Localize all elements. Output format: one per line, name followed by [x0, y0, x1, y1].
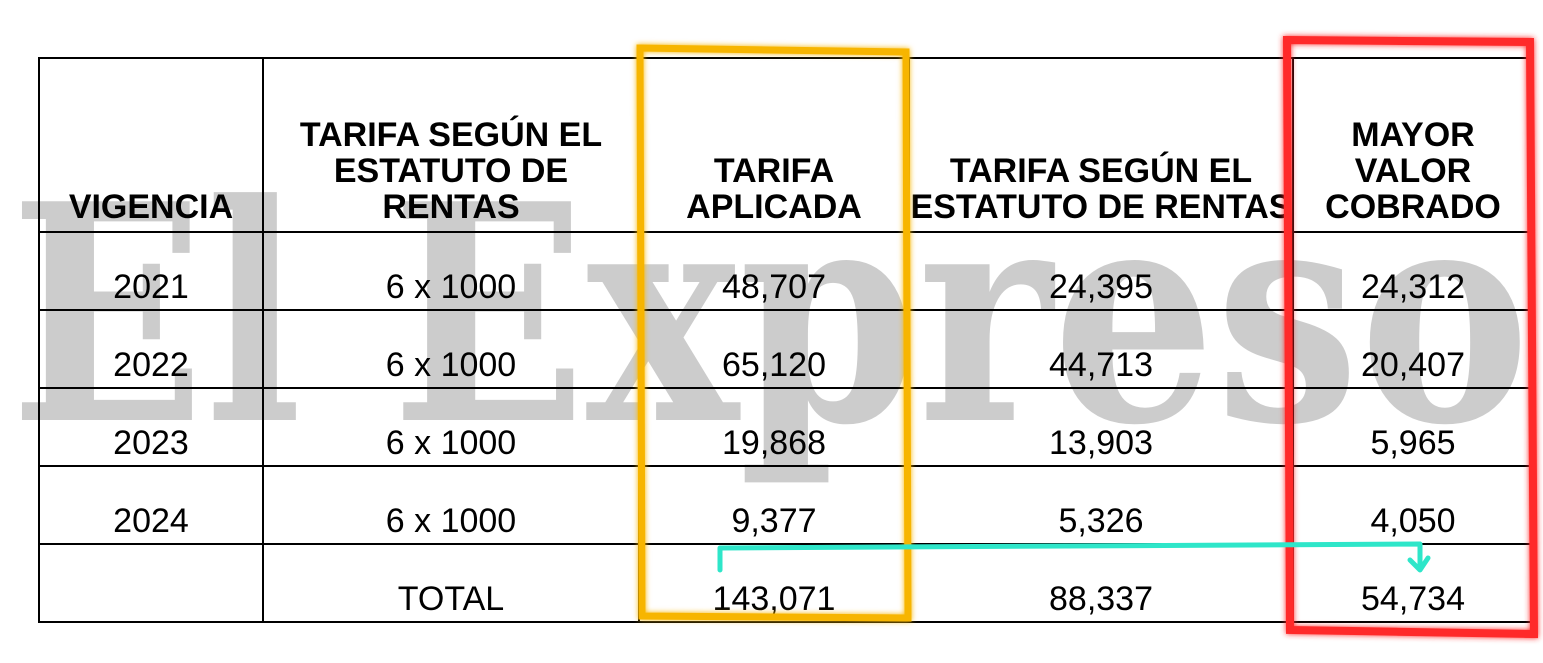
cell-overcharge: 24,312	[1292, 231, 1534, 311]
cell-overcharge: 4,050	[1292, 465, 1534, 545]
cell-applied: 9,377	[638, 465, 910, 545]
header-tarifa-estatuto-2: TARIFA SEGÚN EL ESTATUTO DE RENTAS	[908, 57, 1294, 233]
cell-year: 2023	[38, 387, 264, 467]
cell-rate: 6 x 1000	[262, 309, 640, 389]
cell-statute: 13,903	[908, 387, 1294, 467]
total-row: TOTAL 143,071 88,337 54,734	[38, 543, 1534, 623]
cell-overcharge: 5,965	[1292, 387, 1534, 467]
cell-total-overcharge: 54,734	[1292, 543, 1534, 623]
table-row: 2023 6 x 1000 19,868 13,903 5,965	[38, 387, 1534, 467]
cell-rate: 6 x 1000	[262, 465, 640, 545]
header-tarifa-estatuto: TARIFA SEGÚN EL ESTATUTO DE RENTAS	[262, 57, 640, 233]
cell-year: 2021	[38, 231, 264, 311]
header-mayor-valor: MAYOR VALOR COBRADO	[1292, 57, 1534, 233]
table-row: 2024 6 x 1000 9,377 5,326 4,050	[38, 465, 1534, 545]
cell-year: 2024	[38, 465, 264, 545]
cell-total-applied: 143,071	[638, 543, 910, 623]
table-row: 2021 6 x 1000 48,707 24,395 24,312	[38, 231, 1534, 311]
cell-statute: 24,395	[908, 231, 1294, 311]
tax-table: VIGENCIA TARIFA SEGÚN EL ESTATUTO DE REN…	[38, 57, 1534, 623]
cell-total-empty	[38, 543, 264, 623]
cell-statute: 44,713	[908, 309, 1294, 389]
cell-year: 2022	[38, 309, 264, 389]
cell-overcharge: 20,407	[1292, 309, 1534, 389]
header-vigencia: VIGENCIA	[38, 57, 264, 233]
cell-total-statute: 88,337	[908, 543, 1294, 623]
cell-rate: 6 x 1000	[262, 231, 640, 311]
cell-applied: 48,707	[638, 231, 910, 311]
cell-statute: 5,326	[908, 465, 1294, 545]
header-row: VIGENCIA TARIFA SEGÚN EL ESTATUTO DE REN…	[38, 57, 1534, 233]
cell-total-label: TOTAL	[262, 543, 640, 623]
cell-rate: 6 x 1000	[262, 387, 640, 467]
table-row: 2022 6 x 1000 65,120 44,713 20,407	[38, 309, 1534, 389]
cell-applied: 19,868	[638, 387, 910, 467]
cell-applied: 65,120	[638, 309, 910, 389]
header-tarifa-aplicada: TARIFA APLICADA	[638, 57, 910, 233]
